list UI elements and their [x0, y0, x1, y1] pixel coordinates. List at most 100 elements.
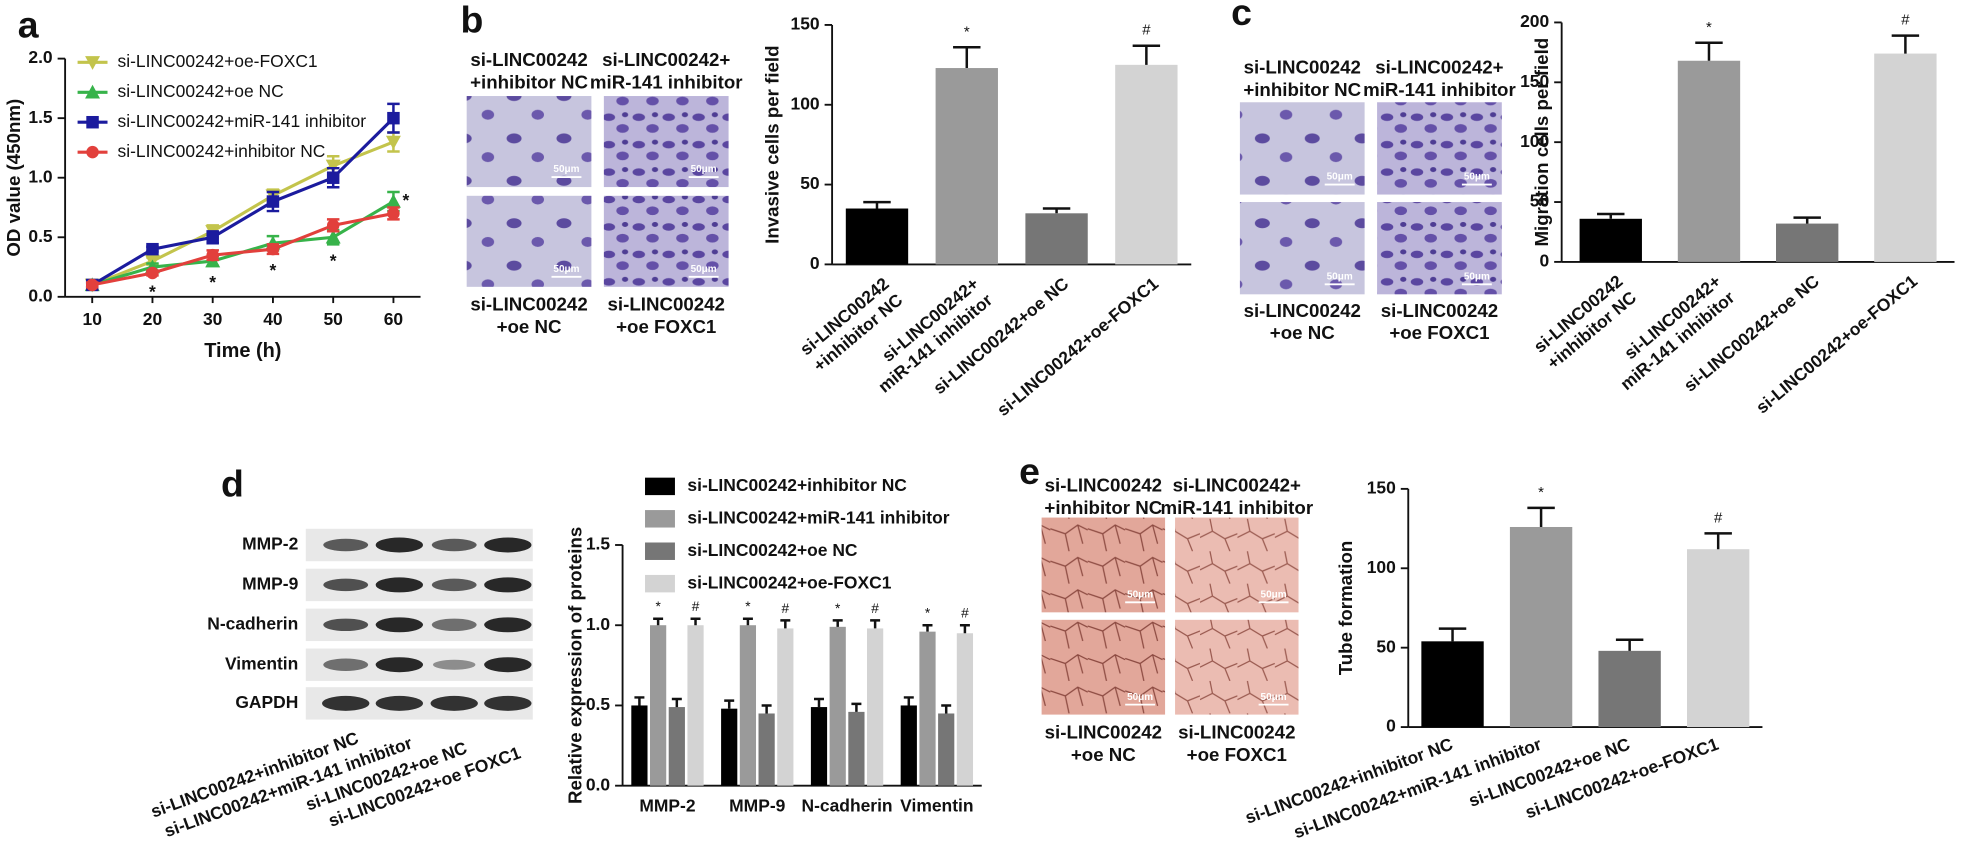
micrograph-caption-line: si-LINC00242+ [1375, 57, 1503, 78]
error-bar [953, 46, 981, 69]
micrograph-caption: si-LINC00242 +oe NC [1244, 300, 1361, 343]
scale-bar-label: 50μm [691, 264, 717, 275]
annotation: * [1706, 19, 1712, 36]
annotation: * [209, 272, 216, 292]
micrograph-caption-line: si-LINC00242 [1178, 721, 1295, 742]
micrograph [1175, 619, 1299, 715]
micrograph-caption-line: miR-141 inhibitor [1160, 497, 1313, 518]
error-bar [1042, 207, 1071, 214]
bar [1686, 549, 1750, 728]
marker [85, 56, 101, 70]
annotation: # [782, 601, 790, 616]
x-tick-label: si-LINC00242+oe-FOXC1 [993, 273, 1162, 420]
bar [1874, 53, 1937, 262]
bar [900, 705, 917, 786]
micrograph [1239, 102, 1365, 195]
x-tick-label: 60 [384, 309, 403, 329]
micrograph-caption: si-LINC00242+ miR-141 inhibitor [590, 49, 743, 92]
y-axis-label: Tube formation [1335, 541, 1356, 676]
error-bar [1438, 627, 1467, 642]
micrograph-caption: si-LINC00242 +oe NC [470, 293, 587, 336]
x-tick-label: 10 [83, 309, 102, 329]
annotation: * [835, 601, 841, 616]
annotation: * [925, 606, 931, 621]
scale-bar-label: 50μm [1464, 172, 1490, 183]
error-bar [653, 617, 664, 626]
marker [86, 115, 99, 129]
y-tick-label: 50 [800, 173, 819, 193]
scale-bar-label: 50μm [1327, 272, 1353, 283]
micrograph-caption-line: +oe NC [1270, 322, 1335, 343]
western-blot [305, 528, 533, 720]
y-tick-label: 150 [791, 14, 820, 34]
legend-label: si-LINC00242+oe-FOXC1 [687, 572, 891, 592]
scale-bar-label: 50μm [1127, 692, 1153, 703]
error-bar [814, 697, 824, 708]
annotation: * [149, 281, 156, 301]
marker [326, 219, 340, 232]
blot-band [322, 695, 370, 711]
blot-protein-label: Vimentin [225, 653, 298, 673]
x-tick-label: si-LINC00242+oe-FOXC1 [1752, 270, 1921, 417]
micrograph-caption-line: +oe FOXC1 [616, 316, 716, 337]
y-tick-label: 1.0 [28, 166, 52, 186]
panel-label: b [460, 0, 483, 40]
micrograph-caption-line: si-LINC00242+ [602, 49, 730, 70]
bar [810, 707, 828, 786]
micrograph-caption-line: +oe NC [497, 316, 562, 337]
y-tick-label: 1.5 [28, 107, 53, 127]
marker [325, 159, 341, 174]
micrographs [466, 96, 1502, 715]
micrograph [603, 195, 729, 287]
micrograph-caption-line: si-LINC00242 [1045, 721, 1162, 742]
annotation: * [1538, 484, 1544, 501]
error-bar [870, 619, 881, 629]
error-bar [863, 200, 891, 209]
marker [266, 195, 280, 208]
micrograph [1041, 517, 1166, 613]
blot-band [323, 658, 369, 671]
scale-bar-label: 50μm [1261, 692, 1287, 703]
error-bar [1695, 41, 1723, 61]
micrograph-caption: si-LINC00242 +oe NC [1045, 721, 1162, 764]
marker [85, 278, 99, 292]
micrograph-caption-line: +oe NC [1071, 744, 1136, 765]
blot-band [431, 538, 477, 552]
bar [938, 713, 955, 786]
x-tick-label: MMP-9 [729, 796, 785, 816]
bar [1421, 641, 1484, 728]
annotation: # [871, 601, 879, 616]
blot-protein-label: GAPDH [235, 692, 298, 712]
x-tick-label: 50 [323, 309, 342, 329]
micrograph [603, 96, 729, 188]
error-bar [1615, 638, 1644, 651]
bar [1025, 213, 1088, 265]
x-tick-label: Vimentin [900, 796, 973, 816]
y-tick-label: 0 [1539, 251, 1549, 271]
y-tick-label: 0.5 [586, 694, 611, 714]
bar [867, 628, 884, 786]
legend-swatch [645, 542, 675, 560]
error-bar [1527, 506, 1555, 527]
error-bar [959, 623, 970, 634]
bar [829, 626, 846, 786]
blot-band [433, 659, 476, 670]
marker [206, 248, 219, 262]
scale-bar-label: 50μm [1127, 590, 1153, 601]
error-bar [780, 619, 791, 629]
blot-band [484, 695, 532, 711]
blot-band [375, 537, 424, 553]
bar [1579, 218, 1642, 262]
micrograph-caption: si-LINC00242 +oe FOXC1 [1381, 300, 1498, 343]
marker [146, 266, 159, 280]
panel-label: d [221, 462, 244, 504]
marker [206, 231, 219, 244]
marker [326, 171, 340, 184]
y-tick-label: 150 [1520, 71, 1549, 91]
y-tick-label: 150 [1367, 477, 1396, 497]
micrograph-caption: si-LINC00242+ miR-141 inhibitor [1363, 57, 1516, 100]
micrograph-caption: si-LINC00242 +oe FOXC1 [1178, 721, 1295, 764]
annotation: * [655, 599, 661, 614]
annotation: * [964, 23, 970, 40]
